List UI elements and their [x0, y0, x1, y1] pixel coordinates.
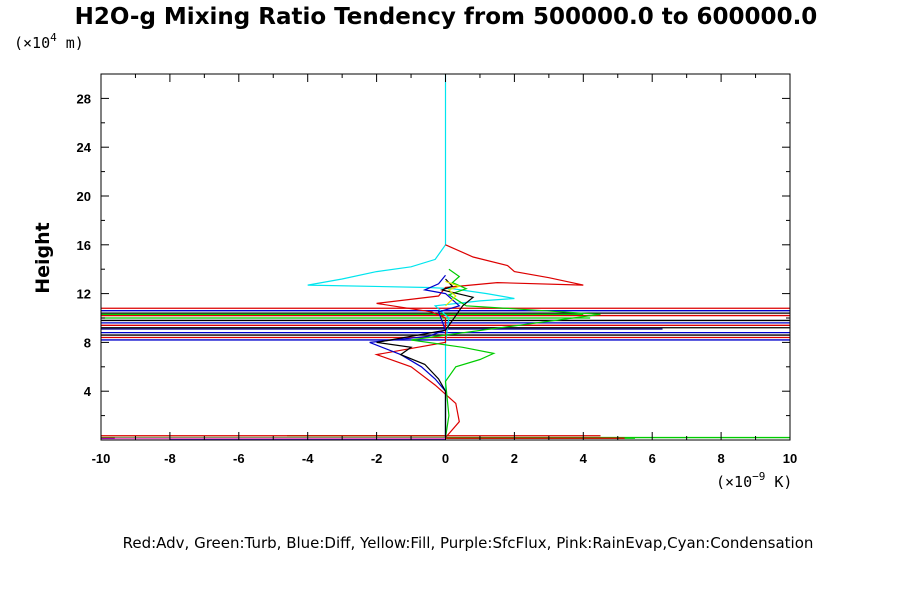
y-tick-label: 16: [77, 238, 91, 253]
x-tick-label: 6: [649, 451, 656, 466]
x-tick-label: 2: [511, 451, 518, 466]
y-units-base: (×10: [14, 34, 50, 52]
legend-text: Red:Adv, Green:Turb, Blue:Diff, Yellow:F…: [123, 534, 814, 552]
y-units-rest: m): [57, 34, 84, 52]
x-tick-label: -6: [233, 451, 245, 466]
y-units-exp: 4: [50, 31, 57, 44]
y-tick-label: 12: [77, 287, 91, 302]
series-diff-line: [369, 274, 461, 438]
x-units-base: (×10: [716, 473, 752, 491]
y-tick-label: 20: [77, 189, 91, 204]
x-tick-label: -2: [371, 451, 383, 466]
series-fill-line: [445, 280, 462, 307]
chart-title: H2O-g Mixing Ratio Tendency from 500000.…: [75, 4, 818, 30]
y-tick-label: 8: [84, 335, 91, 350]
x-tick-label: 8: [717, 451, 724, 466]
x-units-label: (×10−9 K): [716, 470, 792, 491]
y-tick-label: 4: [84, 384, 92, 399]
y-units-label: (×104 m): [14, 31, 84, 52]
series-turb-line: [411, 268, 601, 438]
x-tick-label: -4: [302, 451, 314, 466]
y-tick-label: 24: [77, 140, 92, 155]
series-adv-line: [374, 244, 584, 438]
x-tick-label: 0: [442, 451, 449, 466]
x-tick-label: -10: [92, 451, 111, 466]
x-units-exp: −9: [752, 470, 765, 483]
y-axis-title: Height: [32, 222, 54, 294]
x-tick-label: -8: [164, 451, 176, 466]
x-units-rest: K): [765, 473, 792, 491]
x-tick-label: 4: [580, 451, 588, 466]
series-condensation-line: [307, 74, 515, 438]
y-tick-label: 28: [77, 91, 91, 106]
x-tick-label: 10: [783, 451, 797, 466]
plot-content: [101, 74, 790, 440]
series-total-line: [376, 278, 475, 438]
